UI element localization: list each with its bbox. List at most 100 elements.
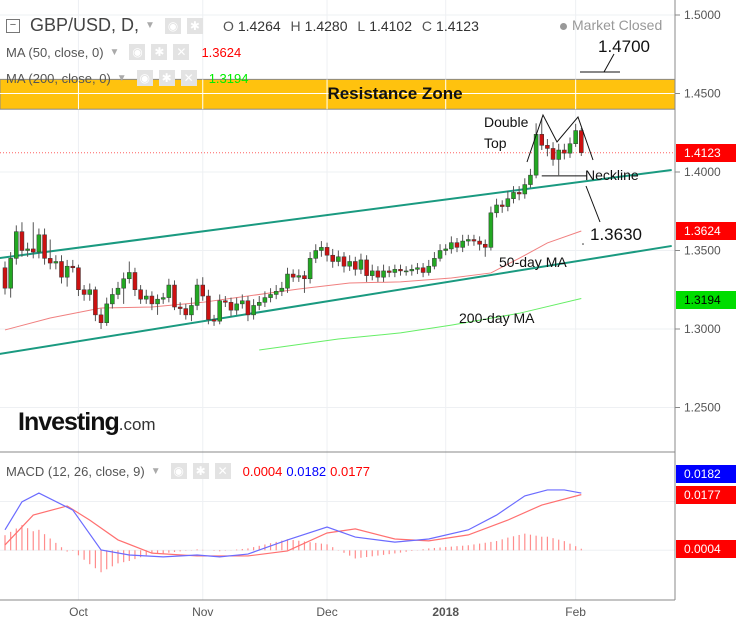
close-icon[interactable]: ✕ (214, 463, 231, 479)
candle-up (381, 270, 386, 278)
candle-down (223, 300, 228, 303)
price-axis[interactable]: 1.5000 1.4500 1.4000 1.3500 1.3000 1.2500 (675, 8, 721, 415)
candle-up (64, 265, 70, 278)
candle-down (477, 240, 482, 245)
candle-up (160, 297, 166, 300)
chevron-down-icon[interactable]: ▼ (150, 465, 161, 477)
price-tick-label: 1.5000 (684, 8, 721, 22)
ma200-legend-label[interactable]: MA (200, close, 0) (6, 70, 111, 86)
candle-down (59, 261, 64, 278)
collapse-icon[interactable]: − (6, 18, 20, 33)
gear-icon[interactable]: ✱ (158, 70, 175, 86)
chevron-down-icon[interactable]: ▼ (116, 72, 127, 84)
macd-path (4, 489, 582, 558)
logo-suffix: .com (118, 415, 156, 434)
candle-up (466, 239, 471, 242)
candle-down (81, 289, 87, 295)
channel-trendline (0, 168, 672, 259)
ma50-tag-bg (676, 222, 736, 240)
candle-down (324, 247, 330, 256)
time-axis[interactable]: Oct Nov Dec 2018 Feb (69, 605, 586, 619)
candle-down (42, 234, 47, 259)
candle-up (36, 234, 42, 253)
candle-down (228, 302, 234, 311)
macd-tag: 0.0182 (684, 467, 721, 481)
symbol-legend: − GBP/USD, D, ▼ ◉ ✱ O 1.4264 H 1.4280 L 1.41… (6, 15, 479, 36)
candle-up (194, 284, 200, 306)
chevron-down-icon[interactable]: ▼ (109, 46, 120, 58)
candle-up (449, 242, 454, 250)
macd-legend-label[interactable]: MACD (12, 26, close, 9) (6, 463, 145, 479)
candle-up (488, 212, 494, 248)
chevron-down-icon[interactable]: ▼ (145, 20, 155, 31)
candle-down (579, 130, 584, 153)
gear-icon[interactable]: ✱ (151, 44, 168, 60)
macd-signal-value: 0.0177 (330, 463, 370, 479)
candle-down (172, 284, 177, 308)
target-up-pointer[interactable] (603, 53, 615, 73)
candle-up (528, 174, 533, 185)
ma200-annotation: 200-day MA (459, 310, 535, 326)
gear-icon[interactable]: ✱ (186, 17, 203, 34)
candle-up (257, 302, 262, 306)
candle-down (211, 319, 217, 322)
ma50-legend-label[interactable]: MA (50, close, 0) (6, 44, 104, 60)
close-value: 1.4123 (436, 17, 479, 34)
candle-up (296, 275, 302, 278)
candle-down (516, 192, 522, 195)
candle-down (341, 256, 347, 267)
candle-up (358, 259, 364, 270)
open-value: 1.4264 (237, 17, 281, 34)
candle-down (177, 306, 183, 309)
candle-down (471, 239, 477, 242)
ma200-path (259, 298, 582, 351)
eye-icon[interactable]: ◉ (164, 17, 181, 34)
macd-signal-line (4, 494, 582, 557)
candle-down (302, 275, 307, 280)
price-tag: 1.4123 (684, 146, 721, 160)
logo-brand: Investing (18, 408, 120, 436)
candle-down (206, 295, 211, 320)
candle-up (392, 269, 398, 273)
eye-icon[interactable]: ◉ (136, 70, 153, 86)
ma50-legend: MA (50, close, 0) ▼ ◉ ✱ ✕ 1.3624 (6, 44, 241, 60)
candle-down (398, 269, 403, 272)
target-up-label: 1.4700 (598, 37, 650, 56)
low-label: L (357, 17, 366, 34)
candle-down (330, 254, 335, 262)
status-dot-icon (560, 22, 567, 30)
candle-down (290, 273, 296, 278)
candle-up (268, 294, 273, 298)
macd-value: 0.0182 (286, 463, 327, 479)
channel-trendlines[interactable] (0, 168, 672, 355)
close-icon[interactable]: ✕ (180, 70, 197, 86)
symbol-title[interactable]: GBP/USD, D, (30, 15, 140, 35)
candle-up (347, 261, 352, 267)
candle-down (31, 248, 36, 253)
close-icon[interactable]: ✕ (173, 44, 190, 60)
candle-up (319, 247, 324, 251)
eye-icon[interactable]: ◉ (170, 463, 187, 479)
candle-up (415, 267, 420, 270)
double-top-outline[interactable] (526, 113, 594, 163)
candle-down (245, 300, 251, 316)
eye-icon[interactable]: ◉ (129, 44, 146, 60)
hist-tag: 0.0004 (684, 542, 721, 556)
target-down-pointer[interactable] (585, 185, 601, 223)
time-tick-label: 2018 (432, 605, 459, 619)
candle-up (234, 303, 239, 311)
candle-up (273, 291, 279, 295)
ohlc-readout: O 1.4264 H 1.4280 L 1.4102 C 1.4123 (217, 18, 479, 34)
candle-up (217, 300, 222, 322)
candle-up (437, 250, 443, 259)
candle-down (364, 259, 369, 276)
price-tick-label: 1.4500 (684, 87, 721, 101)
open-label: O (222, 17, 234, 34)
price-tick-label: 1.3000 (684, 322, 721, 336)
gear-icon[interactable]: ✱ (192, 463, 209, 479)
candle-down (545, 145, 550, 149)
candle-down (70, 265, 76, 269)
channel-trendline (0, 244, 672, 355)
time-tick-label: Nov (192, 605, 213, 619)
